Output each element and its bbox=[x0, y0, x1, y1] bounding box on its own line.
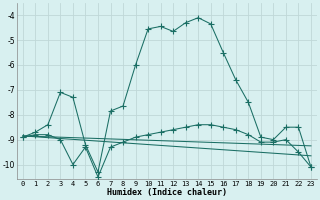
X-axis label: Humidex (Indice chaleur): Humidex (Indice chaleur) bbox=[107, 188, 227, 197]
